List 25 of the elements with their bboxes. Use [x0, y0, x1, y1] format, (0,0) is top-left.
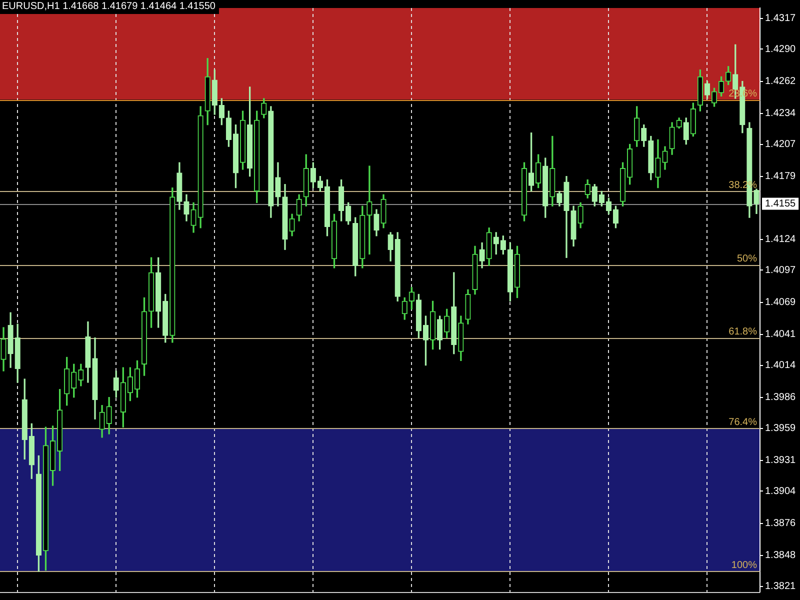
y-tick-label: 1.4124 [765, 234, 796, 246]
y-tick-label: 1.4069 [765, 297, 796, 308]
y-tick-label: 1.4041 [765, 329, 796, 340]
y-tick-label: 1.4097 [765, 264, 796, 276]
y-tick-label: 1.3904 [765, 486, 796, 497]
candlestick [366, 166, 372, 255]
y-tick-label: 1.3931 [765, 455, 796, 466]
y-tick-label: 1.4234 [765, 108, 796, 120]
annotation: 76.4% [728, 417, 758, 428]
y-tick-label: 1.3876 [765, 518, 796, 530]
y-tick-label: 1.3959 [765, 423, 796, 434]
annotation: 61.8% [728, 326, 758, 338]
y-tick-label: 1.4290 [765, 44, 796, 55]
y-tick-label: 1.4014 [765, 360, 796, 372]
annotation: 100% [731, 560, 758, 572]
y-tick-label: 1.3848 [765, 550, 796, 562]
ref-line-label: 1.4155 [765, 198, 796, 210]
y-tick-label: 1.3986 [765, 392, 796, 404]
chart-title: EURUSD,H1 1.41668 1.41679 1.41464 1.41550 [0, 0, 218, 14]
y-tick-label: 1.4179 [765, 171, 796, 182]
y-tick-label: 1.4317 [765, 13, 796, 24]
annotation: 50% [736, 253, 758, 264]
y-tick-label: 1.3821 [765, 581, 796, 592]
y-tick-label: 1.4262 [765, 76, 796, 88]
y-tick-label: 1.4207 [765, 139, 796, 150]
